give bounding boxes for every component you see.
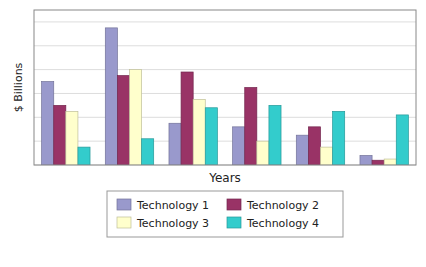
grid-line (34, 93, 416, 94)
plot-frame (34, 10, 416, 165)
bar (54, 105, 66, 165)
bar (193, 99, 205, 165)
bar (66, 111, 78, 165)
bars (42, 28, 409, 165)
bar (181, 72, 193, 165)
legend-box (107, 191, 343, 237)
legend-label: Technology 3 (136, 217, 209, 230)
chart: Years$ BillionsTechnology 1Technology 2T… (0, 0, 426, 267)
bar (117, 76, 129, 165)
bar (296, 135, 308, 165)
legend-label: Technology 2 (246, 199, 319, 212)
bar (78, 147, 90, 165)
grid-line (34, 21, 416, 22)
legend-swatch (117, 217, 131, 228)
bar (269, 105, 281, 165)
bar (205, 108, 217, 165)
bar (333, 111, 345, 165)
legend-swatch (227, 217, 241, 228)
bar (384, 159, 396, 165)
legend: Technology 1 Technology 2 Technology 3 Tech… (107, 191, 343, 237)
bar (105, 28, 117, 165)
grid-line (34, 141, 416, 142)
x-axis-label: Years (208, 171, 241, 185)
bar (169, 123, 181, 165)
bar (308, 127, 320, 165)
y-axis-label: $ Billions (12, 62, 25, 112)
bar (130, 70, 142, 165)
bar (257, 141, 269, 165)
legend-swatch (117, 199, 131, 210)
bar (372, 160, 384, 165)
bar (245, 88, 257, 166)
grid-line (34, 45, 416, 46)
grid (34, 22, 416, 165)
legend-swatch (227, 199, 241, 210)
bar (321, 147, 333, 165)
bar (142, 139, 154, 165)
bar (396, 115, 408, 165)
bar (42, 82, 54, 165)
bar (360, 155, 372, 165)
legend-label: Technology 1 (136, 199, 209, 212)
legend-label: Technology 4 (246, 217, 319, 230)
grid-line (34, 117, 416, 118)
grid-line (34, 69, 416, 70)
bar (233, 127, 245, 165)
